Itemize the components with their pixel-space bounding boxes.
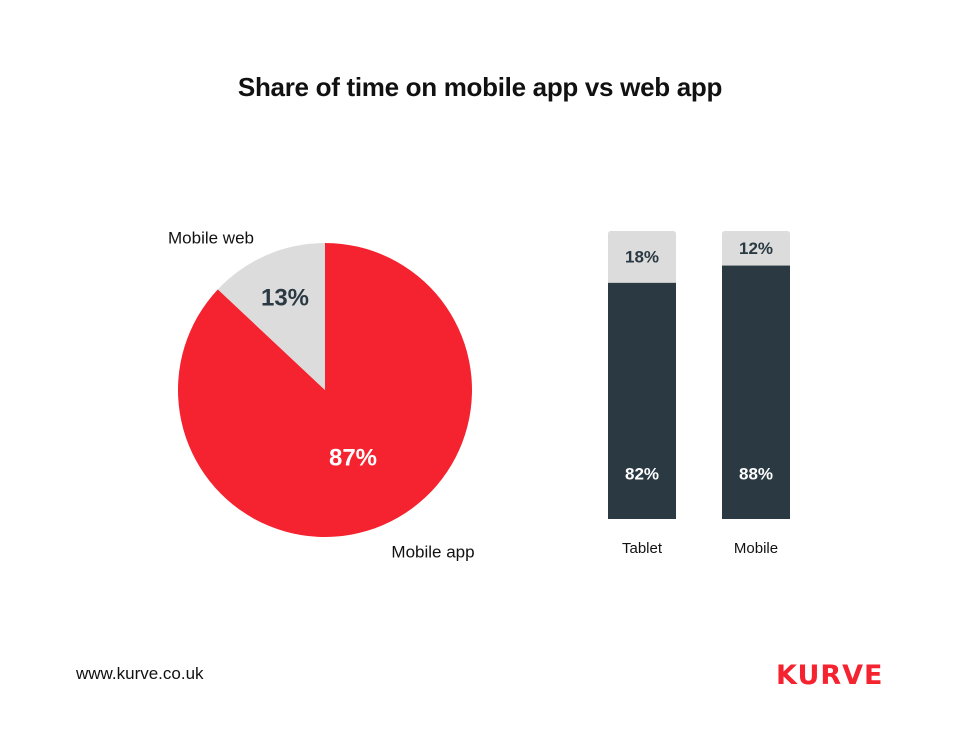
bar-category-label: Tablet: [622, 540, 663, 557]
chart-title: Share of time on mobile app vs web app: [237, 72, 723, 102]
bar-value-label: 88%: [739, 464, 773, 483]
pie-value-label: 13%: [261, 284, 309, 311]
bar-segment-mobile-web: [608, 231, 676, 283]
kurve-logo: KURVE: [776, 660, 884, 691]
bar-segment-mobile-app: [608, 282, 676, 519]
bar-segment-mobile-web: [722, 231, 790, 266]
bar-value-label: 18%: [625, 247, 659, 266]
pie-chart: 87% Mobile app 13% Mobile web: [168, 228, 475, 561]
pie-slice-mobile-web: [217, 243, 325, 390]
stacked-bar-chart: 18% 82% Tablet 12% 88% Mobile: [608, 231, 790, 557]
footer-url[interactable]: www.kurve.co.uk: [76, 664, 204, 683]
pie-slice-label: Mobile web: [168, 228, 254, 247]
bar-category-label: Mobile: [734, 540, 778, 557]
pie-slice-label: Mobile app: [391, 542, 474, 561]
pie-slice-mobile-app: [177, 243, 472, 537]
bar-value-label: 82%: [625, 464, 659, 483]
bar-value-label: 12%: [739, 239, 773, 258]
bar-segment-mobile-app: [722, 265, 790, 519]
pie-value-label: 87%: [329, 444, 377, 471]
